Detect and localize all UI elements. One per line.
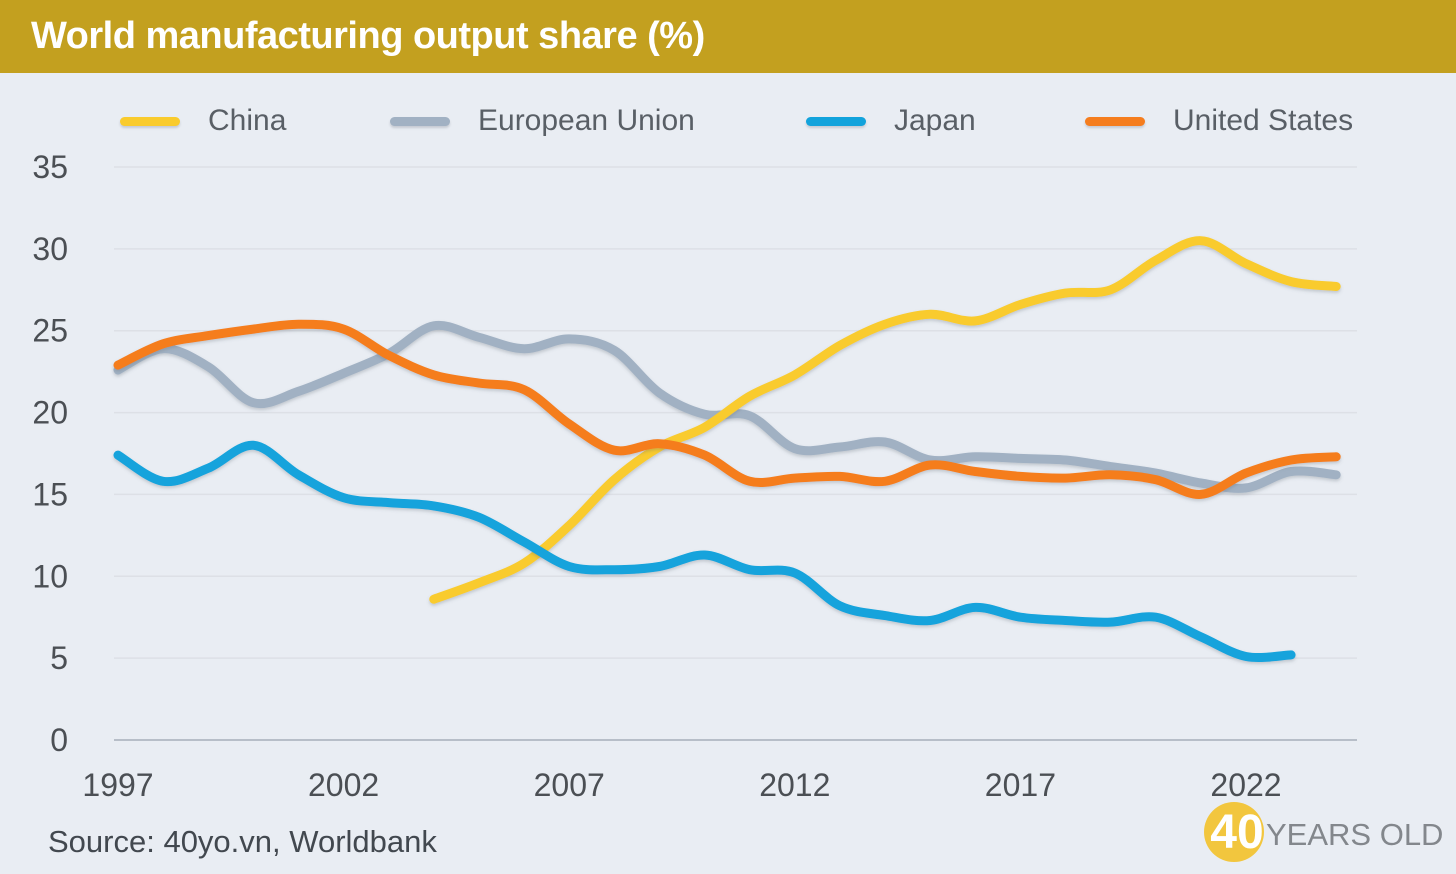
y-tick-label-35: 35 (32, 149, 68, 185)
logo: 40 (1204, 802, 1264, 862)
line-japan (113, 440, 1296, 663)
legend-item-japan: Japan (806, 104, 976, 138)
y-tick-label-10: 10 (32, 558, 68, 594)
legend-item-united-states: United States (1085, 104, 1353, 138)
y-tick-label-30: 30 (32, 231, 68, 267)
line-china (429, 236, 1341, 604)
legend-label-china: China (208, 104, 287, 137)
y-tick-label-15: 15 (32, 476, 68, 512)
legend-label-european-union: European Union (478, 104, 695, 137)
logo-circle-icon: 40 (1204, 802, 1264, 862)
legend-label-united-states: United States (1173, 104, 1354, 137)
y-tick-label-20: 20 (32, 395, 68, 431)
title-bar: World manufacturing output share (%) (0, 0, 1456, 73)
y-tick-label-0: 0 (50, 722, 68, 758)
gridlines (114, 166, 1357, 741)
chart-title: World manufacturing output share (%) (31, 15, 705, 57)
x-tick-label-2012: 2012 (759, 767, 830, 803)
legend-swatch-china (120, 116, 180, 126)
x-tick-label-2017: 2017 (985, 767, 1056, 803)
y-tick-label-5: 5 (50, 640, 68, 676)
logo-text: YEARS OLD (1266, 817, 1444, 852)
legend-swatch-european-union (390, 116, 450, 126)
x-tick-label-2007: 2007 (534, 767, 605, 803)
line-united-states (113, 319, 1341, 499)
x-tick-label-2002: 2002 (308, 767, 379, 803)
y-tick-label-25: 25 (32, 313, 68, 349)
x-axis-labels: 1997 2002 2007 2012 2017 2022 (82, 767, 1281, 803)
chart-series (113, 236, 1341, 663)
y-axis-labels: 0 5 10 15 20 25 30 35 (32, 149, 68, 758)
x-tick-label-2022: 2022 (1210, 767, 1281, 803)
legend-swatch-japan (806, 116, 866, 126)
source-text: Source: 40yo.vn, Worldbank (48, 824, 437, 859)
legend-label-japan: Japan (894, 104, 976, 137)
logo-badge: 40 (1210, 805, 1264, 859)
x-tick-label-1997: 1997 (82, 767, 153, 803)
legend-item-european-union: European Union (390, 104, 695, 138)
legend-swatch-united-states (1085, 116, 1145, 126)
legend-item-china: China (120, 104, 286, 138)
